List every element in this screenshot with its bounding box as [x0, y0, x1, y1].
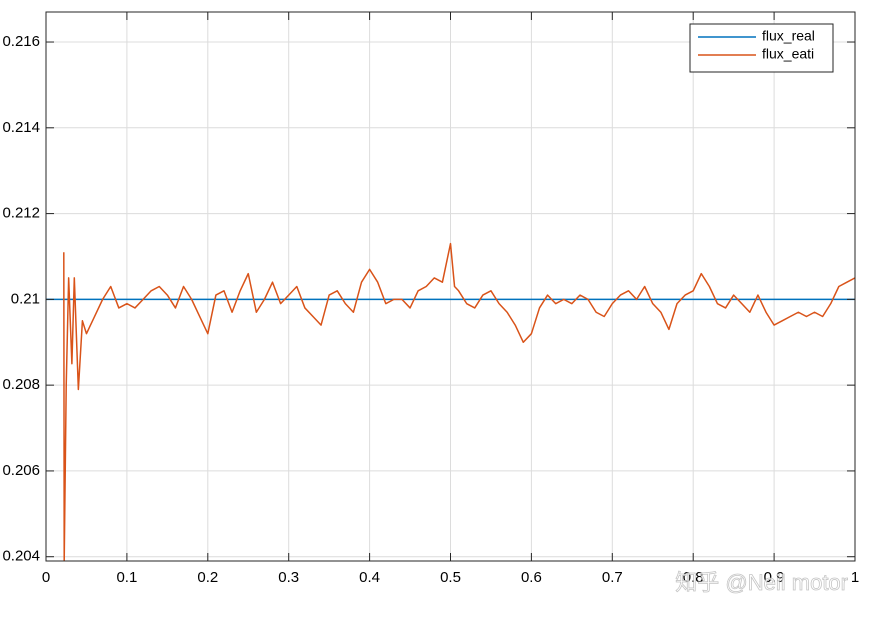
- legend-label: flux_real: [762, 28, 815, 44]
- x-tick-label: 0.4: [359, 569, 380, 586]
- x-tick-label: 0.3: [278, 569, 299, 586]
- x-tick-label: 0.8: [683, 569, 704, 586]
- series-line: [63, 242, 855, 561]
- y-tick-label: 0.204: [2, 548, 40, 565]
- x-tick-label: 0.5: [440, 569, 461, 586]
- x-tick-label: 0.9: [764, 569, 785, 586]
- x-tick-label: 0: [42, 569, 50, 586]
- ticks: 0 0.1 0.2 0.3 0.4 0.5 0.6 0.7 0.8 0.9 1 0.204 0.206 0…: [2, 12, 859, 586]
- legend-label: flux_eati: [762, 46, 814, 62]
- legend-box: [689, 23, 834, 73]
- legend: flux_real flux_eati: [689, 23, 834, 73]
- x-tick-label: 1: [851, 569, 859, 586]
- x-tick-label: 0.7: [602, 569, 623, 586]
- x-tick-label: 0.1: [116, 569, 137, 586]
- x-tick-label: 0.6: [521, 569, 542, 586]
- y-tick-label: 0.206: [2, 462, 40, 479]
- y-tick-label: 0.212: [2, 205, 40, 222]
- lines: [46, 242, 855, 561]
- y-tick-label: 0.21: [11, 290, 40, 307]
- y-tick-label: 0.216: [2, 33, 40, 50]
- y-tick-label: 0.208: [2, 376, 40, 393]
- watermark: 知乎 @Neil motor: [675, 570, 848, 595]
- x-tick-label: 0.2: [197, 569, 218, 586]
- y-tick-label: 0.214: [2, 119, 40, 136]
